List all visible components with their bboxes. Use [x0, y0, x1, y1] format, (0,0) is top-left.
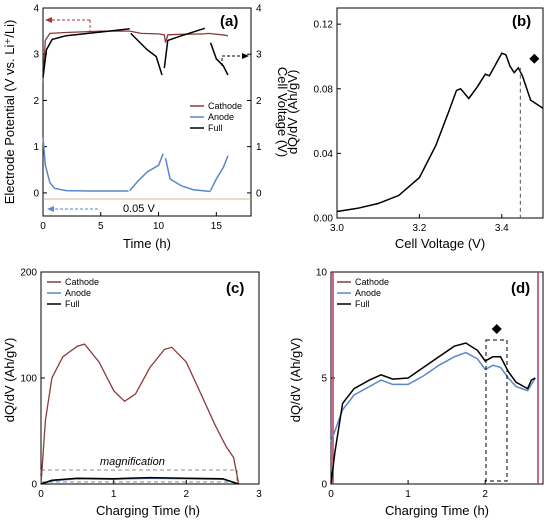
y-tick-label: 10 [316, 268, 328, 279]
x-tick-label: 0 [328, 489, 334, 500]
xlabel-c: Charging Time (h) [96, 503, 200, 518]
y-tick-label: 0.04 [314, 149, 334, 160]
y-tick-label: 0 [31, 480, 37, 491]
legend-label: Cathode [65, 277, 99, 287]
series-line-full [209, 42, 229, 76]
y2-tick-label: 4 [256, 4, 262, 15]
series-d [330, 342, 536, 485]
legend-label: Anode [65, 288, 91, 298]
legend-label: Cathode [208, 101, 242, 111]
panel-b: 3.0 3.2 3.4 0.00 0.04 0.08 0.12 (b) Cell Volta… [285, 7, 544, 251]
magnification-box [40, 469, 238, 483]
highlight-box-d [485, 339, 508, 482]
series-line-anode [330, 351, 536, 442]
panel-label-b: (b) [512, 13, 531, 30]
series-line-cathode [204, 32, 228, 37]
legend-label: Anode [208, 112, 234, 122]
series-line-anode [164, 158, 211, 193]
ylabel-c: dQ/dV (Ah/gV) [2, 338, 17, 423]
legend-label: Anode [355, 288, 381, 298]
series-line-anode [129, 153, 164, 192]
series-line-cathode [129, 30, 205, 43]
panel-label-d: (d) [511, 280, 530, 297]
series-line-anode [42, 137, 129, 192]
legend-label: Full [65, 299, 80, 309]
series-line-full [330, 342, 536, 485]
y2-tick-label: 3 [256, 50, 262, 61]
ticks-b: 3.0 3.2 3.4 0.00 0.04 0.08 0.12 [314, 20, 510, 234]
y2-tick-label: 1 [256, 142, 262, 153]
y-tick-label: 0.08 [314, 84, 334, 95]
series-line-full [163, 27, 206, 69]
x-tick-label: 15 [211, 221, 223, 232]
x-tick-label: 5 [98, 221, 104, 232]
series-b [336, 52, 544, 213]
legend-label: Full [355, 299, 370, 309]
annotation-0.05V: 0.05 V [123, 203, 155, 215]
annotation-magnification: magnification [100, 456, 165, 468]
y-tick-label: 4 [33, 4, 39, 15]
x-tick-label: 3.0 [330, 223, 344, 234]
series-line-full [130, 32, 163, 76]
x-tick-label: 1 [111, 489, 117, 500]
ylabel-d: dQ/dV (Ah/gV) [288, 338, 303, 423]
x-tick-label: 0 [38, 489, 44, 500]
ylabel-a: Electrode Potential (V vs. Li⁺/Li) [2, 20, 17, 205]
y-tick-label: 100 [20, 374, 37, 385]
diamond-marker-icon [529, 53, 540, 64]
x-tick-label: 0 [40, 221, 46, 232]
series-line-main [336, 52, 544, 213]
x-tick-label: 10 [153, 221, 165, 232]
panel-label-a: (a) [220, 13, 238, 30]
marker-d [491, 323, 502, 334]
series-line-cathode [40, 343, 240, 485]
xlabel-d: Charging Time (h) [385, 503, 489, 518]
series-line-full [40, 476, 239, 485]
series-c [40, 343, 240, 485]
y-tick-label: 1 [33, 142, 39, 153]
y-tick-label: 0.12 [314, 20, 334, 31]
x-tick-label: 3.2 [412, 223, 426, 234]
y-tick-label: 3 [33, 50, 39, 61]
legend-label: Cathode [355, 277, 389, 287]
panel-label-c: (c) [226, 280, 244, 297]
x-tick-label: 2 [482, 489, 488, 500]
y-tick-label: 5 [321, 374, 327, 385]
y2label-a: Cell Voltage (V) [275, 67, 290, 157]
x-tick-label: 3.4 [495, 223, 509, 234]
x-tick-label: 1 [405, 489, 411, 500]
arrow-left-head-icon [45, 17, 52, 23]
ylabel-b: dQ/dV (Ah/gV) [285, 70, 300, 155]
plot-area-a [42, 7, 252, 217]
legend-label: Full [208, 123, 223, 133]
diamond-marker-icon [491, 323, 502, 334]
y-tick-label: 0 [321, 480, 327, 491]
marker-b [519, 53, 540, 218]
panel-a: 0 5 10 15 0 1 2 3 4 0 1 2 3 4 0.05 V CathodeAnodeFull… [2, 4, 290, 252]
xlabel-b: Cell Voltage (V) [395, 236, 485, 251]
y2-tick-label: 2 [256, 96, 262, 107]
y-tick-label: 200 [20, 268, 37, 279]
series-line-full [42, 28, 130, 78]
series-line-anode [209, 155, 229, 191]
arrow-right-icon [221, 55, 246, 66]
xlabel-a: Time (h) [123, 236, 171, 251]
arrow-right-head-icon [242, 53, 249, 59]
arrow-left-head-icon [47, 206, 54, 212]
panel-c: 0 1 2 3 0 100 200 magnification CathodeAnodeFu… [2, 268, 262, 519]
plot-area-b [336, 7, 544, 219]
y-tick-label: 0.00 [314, 214, 334, 225]
x-tick-label: 2 [184, 489, 190, 500]
y2-tick-label: 0 [256, 188, 262, 199]
y-tick-label: 0 [33, 188, 39, 199]
x-tick-label: 3 [256, 489, 262, 500]
y-tick-label: 2 [33, 96, 39, 107]
series-a [42, 27, 229, 193]
